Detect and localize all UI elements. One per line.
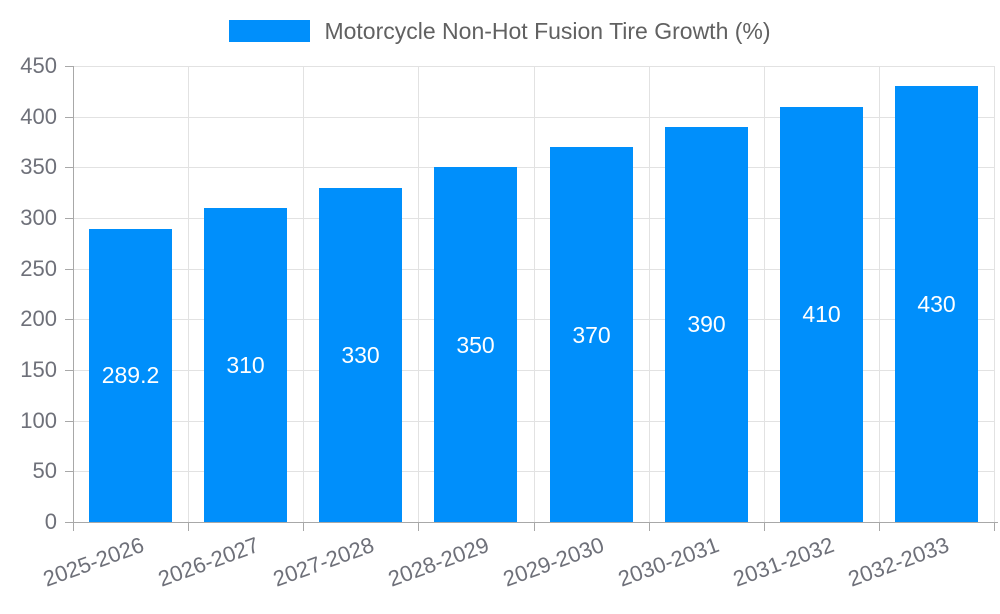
x-axis-tick	[534, 522, 535, 531]
gridline-horizontal	[73, 269, 994, 270]
y-axis-tick	[65, 370, 73, 371]
gridline-horizontal	[73, 421, 994, 422]
legend-swatch	[229, 20, 311, 42]
gridline-horizontal	[73, 319, 994, 320]
y-axis-tick-label: 200	[20, 306, 57, 331]
x-axis-tick	[879, 522, 880, 531]
y-axis-tick-label: 50	[32, 458, 57, 483]
bar	[550, 147, 633, 522]
y-axis-tick	[65, 66, 73, 67]
y-axis-line	[73, 66, 74, 522]
gridline-vertical	[418, 66, 419, 522]
gridline-horizontal	[73, 471, 994, 472]
bar-chart: Motorcycle Non-Hot Fusion Tire Growth (%…	[0, 17, 1000, 592]
bar-value-label: 310	[226, 352, 265, 378]
y-axis-tick-label: 300	[20, 205, 57, 230]
bar	[89, 229, 172, 522]
y-axis-tick-label: 350	[20, 154, 57, 179]
bar	[434, 167, 517, 522]
bar	[665, 127, 748, 522]
gridline-horizontal	[73, 370, 994, 371]
y-axis-tick	[65, 269, 73, 270]
gridline-horizontal	[73, 218, 994, 219]
bar	[319, 188, 402, 522]
gridline-vertical	[994, 66, 995, 522]
legend-label: Motorcycle Non-Hot Fusion Tire Growth (%…	[324, 17, 771, 44]
bar	[780, 107, 863, 522]
bar-value-label: 370	[572, 322, 611, 348]
bar-value-label: 350	[456, 332, 495, 358]
x-axis-tick	[649, 522, 650, 531]
bar-value-label: 430	[917, 291, 956, 317]
y-axis-tick-label: 250	[20, 256, 57, 281]
x-axis-tick	[994, 522, 995, 531]
gridline-horizontal	[73, 66, 994, 67]
gridline-vertical	[764, 66, 765, 522]
bar-value-label: 289.2	[101, 362, 160, 388]
gridline-vertical	[188, 66, 189, 522]
y-axis-tick	[65, 319, 73, 320]
y-axis-tick	[65, 167, 73, 168]
x-axis-tick	[764, 522, 765, 531]
y-axis-tick-label: 400	[20, 104, 57, 129]
y-axis-tick-label: 0	[44, 509, 57, 534]
gridline-vertical	[534, 66, 535, 522]
bar-value-label: 390	[687, 311, 726, 337]
x-axis-tick	[303, 522, 304, 531]
bar	[204, 208, 287, 522]
bar-value-label: 410	[802, 301, 841, 327]
y-axis-tick	[65, 117, 73, 118]
y-axis-tick	[65, 471, 73, 472]
gridline-horizontal	[73, 167, 994, 168]
y-axis-tick	[65, 421, 73, 422]
bar	[895, 86, 978, 522]
y-axis-tick-label: 100	[20, 408, 57, 433]
y-axis-tick-label: 150	[20, 357, 57, 382]
bar-value-label: 330	[341, 342, 380, 368]
gridline-vertical	[649, 66, 650, 522]
gridline-horizontal	[73, 117, 994, 118]
x-axis-tick	[418, 522, 419, 531]
y-axis-tick	[65, 218, 73, 219]
x-axis-tick	[73, 522, 74, 531]
gridline-vertical	[303, 66, 304, 522]
x-axis-tick	[188, 522, 189, 531]
y-axis-tick-label: 450	[20, 53, 57, 78]
x-axis-line	[65, 522, 998, 523]
gridline-vertical	[879, 66, 880, 522]
chart-legend[interactable]: Motorcycle Non-Hot Fusion Tire Growth (%…	[0, 17, 1000, 45]
